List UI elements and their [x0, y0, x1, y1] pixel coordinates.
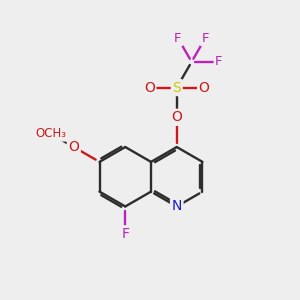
Text: N: N — [172, 200, 182, 214]
Text: F: F — [202, 32, 209, 45]
Text: O: O — [68, 140, 79, 154]
Text: O: O — [144, 81, 155, 94]
Text: S: S — [172, 81, 181, 94]
Text: F: F — [215, 55, 223, 68]
Text: F: F — [174, 32, 182, 45]
Text: O: O — [199, 81, 209, 94]
Text: OCH₃: OCH₃ — [35, 127, 66, 140]
Text: F: F — [121, 227, 129, 241]
Text: O: O — [171, 110, 182, 124]
